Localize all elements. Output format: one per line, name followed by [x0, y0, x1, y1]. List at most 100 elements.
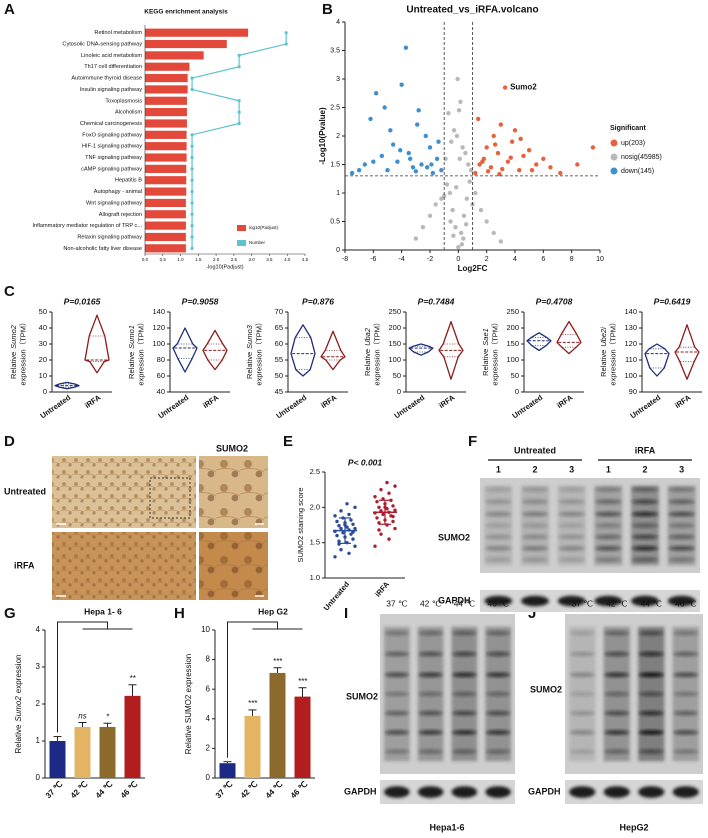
point [526, 148, 532, 153]
point [373, 495, 377, 499]
blot-band [667, 595, 696, 607]
point [441, 193, 447, 199]
chart-title: P=0.7484 [418, 296, 455, 306]
y-label-gene: Sumo3 [245, 324, 254, 349]
bar [269, 672, 286, 778]
x-tick-label: 10 [596, 256, 604, 263]
chart-title: P=0.6419 [654, 296, 691, 306]
blot-band [418, 631, 443, 636]
blot-band [521, 523, 549, 528]
point [458, 99, 463, 105]
x-tick-label: -6 [370, 256, 376, 263]
point [362, 162, 368, 167]
number-line [191, 32, 287, 249]
bar [124, 695, 141, 778]
blot-band [452, 672, 477, 677]
y-tick-label: 2 [36, 699, 41, 708]
blot-band [485, 651, 511, 657]
x-tick-label: -8 [342, 256, 348, 263]
point [517, 168, 522, 173]
blot-band [485, 499, 512, 504]
y-label-gene: Sae1 [481, 328, 490, 346]
point [399, 82, 404, 87]
point [381, 512, 385, 517]
panel-letter: F [468, 433, 477, 450]
y-tick-label: 2.5 [330, 104, 340, 111]
blot-band [638, 786, 665, 798]
point [339, 548, 343, 552]
y-tick-label: 50 [275, 371, 283, 380]
point [351, 522, 355, 526]
point [590, 145, 596, 150]
blot-band [604, 691, 630, 697]
violin [54, 381, 80, 390]
y-tick-label: 100 [152, 339, 165, 348]
blot-band [604, 672, 630, 677]
point [508, 155, 513, 160]
point [454, 185, 459, 190]
blot-band [594, 595, 623, 607]
panel-letter: C [4, 283, 15, 300]
blot-band [631, 595, 659, 607]
y-tick-label: 1.0 [310, 573, 320, 582]
category-label: Relaxin signaling pathway [77, 234, 142, 240]
annotation: Sumo2 [510, 83, 537, 92]
point [351, 537, 355, 541]
point [379, 153, 385, 159]
category-label: FoxO signaling pathway [82, 132, 142, 138]
point [477, 162, 482, 167]
y-label-gene: Sumo2 [9, 324, 18, 349]
bar [145, 39, 227, 49]
bar [145, 232, 186, 242]
bar [49, 741, 66, 778]
y-tick-label: 80 [157, 355, 165, 364]
violin [290, 324, 316, 377]
blot-band [418, 711, 443, 716]
significance-label: ** [129, 674, 136, 683]
y-label-part: Relative [245, 352, 254, 379]
number-point [190, 87, 194, 92]
bar [145, 73, 188, 83]
point [385, 168, 390, 173]
blot-band [668, 534, 695, 540]
y-tick-label: 0.5 [330, 218, 340, 225]
bar [145, 108, 187, 117]
point [403, 45, 409, 50]
y-tick-label: 3 [36, 662, 41, 671]
point [495, 150, 501, 156]
point [377, 505, 381, 510]
chart-title: Untreated_vs_iRFA.volcano [406, 5, 538, 16]
bar [145, 96, 187, 105]
blot-band [558, 511, 585, 517]
number-point [284, 42, 288, 46]
point [337, 524, 341, 528]
point [458, 230, 464, 236]
y-tick-label: 1 [36, 736, 41, 745]
point [498, 122, 504, 127]
y-tick-label: 1 [336, 190, 340, 197]
y-axis-label: Relative Sumo2 expression [14, 655, 23, 754]
blot-band [638, 651, 664, 657]
point [339, 509, 343, 513]
blot-band [558, 534, 585, 540]
blot-band [631, 546, 659, 551]
bar [145, 119, 187, 128]
point [373, 91, 379, 96]
y-axis-label: Relative SUMO2 expression [184, 654, 193, 754]
blot-band [638, 672, 664, 677]
significance-label: * [106, 712, 110, 721]
y-axis-label: expression（TPM） [490, 318, 499, 385]
histology-images [52, 456, 268, 600]
y-tick-label: 6 [206, 684, 211, 693]
point [341, 531, 345, 535]
x-tick-label: 1.5 [195, 257, 202, 262]
x-tick-label: 8 [570, 256, 574, 263]
blot-band [384, 730, 410, 735]
blot-band [672, 786, 699, 798]
y-tick-label: 140 [624, 307, 637, 316]
lane-label: 1 [606, 464, 611, 474]
point [529, 168, 535, 173]
panel-letter: J [528, 605, 536, 622]
bar [145, 28, 249, 37]
panel-letter: G [4, 605, 16, 622]
